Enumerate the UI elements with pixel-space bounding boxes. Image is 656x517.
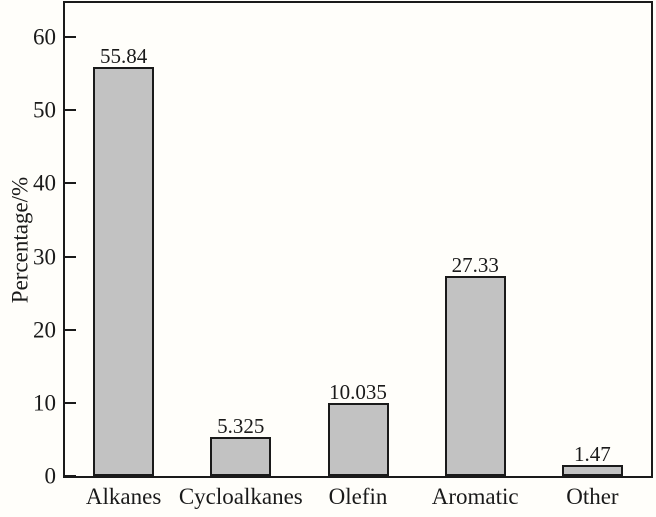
y-tick-label: 30 bbox=[33, 244, 56, 269]
y-tick-label: 20 bbox=[33, 317, 56, 343]
category-label-olefin: Olefin bbox=[328, 484, 388, 509]
y-tick-label: 10 bbox=[33, 390, 56, 416]
bar-other bbox=[561, 465, 623, 476]
y-tick-label: 40 bbox=[33, 170, 56, 196]
y-tick-label: 50 bbox=[33, 97, 56, 123]
category-label-other: Other bbox=[566, 484, 619, 509]
bar-olefin bbox=[327, 402, 389, 476]
category-label-alkanes: Alkanes bbox=[85, 484, 162, 509]
bar-value-label: 27.33 bbox=[451, 253, 499, 278]
bar-cycloalkanes bbox=[210, 437, 272, 476]
bar-aromatic bbox=[444, 276, 506, 476]
y-axis-tick bbox=[65, 182, 76, 185]
bar-value-label: 1.47 bbox=[574, 442, 611, 467]
y-axis-tick bbox=[65, 328, 76, 331]
bar-value-label: 5.325 bbox=[217, 414, 265, 439]
y-axis-tick bbox=[65, 475, 76, 477]
y-axis-tick bbox=[65, 255, 76, 258]
y-axis-title: Percentage/% bbox=[7, 176, 33, 304]
plot-area bbox=[63, 1, 653, 478]
category-label-aromatic: Aromatic bbox=[431, 484, 519, 509]
category-label-cycloalkanes: Cycloalkanes bbox=[178, 484, 303, 509]
y-tick-label: 60 bbox=[33, 24, 56, 50]
bar-value-label: 55.84 bbox=[99, 44, 148, 69]
bar-alkanes bbox=[93, 67, 155, 476]
y-axis-tick bbox=[65, 109, 76, 112]
y-axis-tick bbox=[65, 401, 76, 404]
bar-value-label: 10.035 bbox=[329, 379, 387, 404]
y-axis-tick bbox=[65, 36, 76, 38]
y-tick-label: 0 bbox=[44, 463, 57, 489]
